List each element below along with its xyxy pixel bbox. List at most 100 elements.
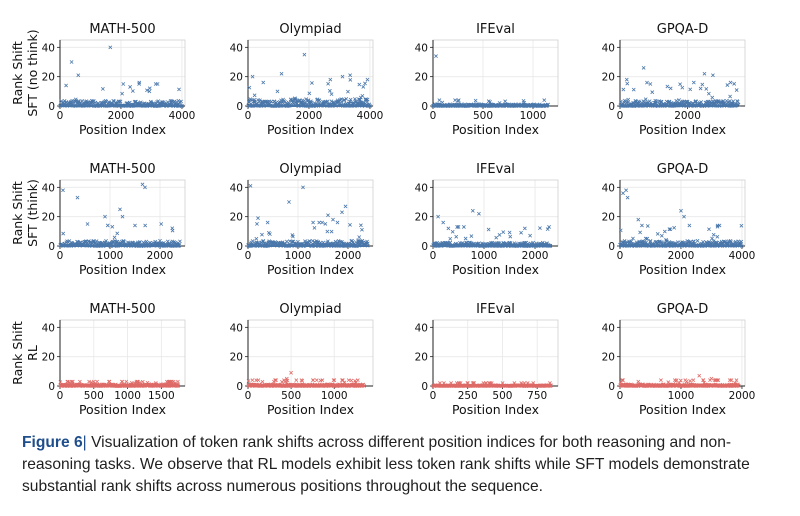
ytick-label: 40	[230, 182, 243, 194]
data-point	[682, 214, 686, 219]
data-point	[250, 104, 255, 108]
ytick-label: 40	[415, 182, 428, 194]
data-point	[620, 378, 624, 383]
data-point	[448, 240, 453, 245]
xtick-label: 1000	[114, 390, 141, 402]
data-point	[121, 239, 126, 243]
data-point	[631, 87, 636, 92]
ylabel-line1: Rank Shift	[10, 181, 25, 245]
data-point	[255, 222, 259, 226]
data-point	[297, 104, 301, 108]
xlabel: Position Index	[452, 402, 539, 417]
xtick-label: 2000	[522, 250, 549, 262]
xtick-label: 4000	[357, 110, 384, 122]
data-point	[320, 378, 325, 383]
plot-frame	[619, 179, 746, 247]
xtick-label: 500	[84, 390, 104, 402]
data-point	[360, 93, 365, 98]
panel-title: MATH-500	[89, 302, 155, 317]
data-point	[528, 233, 532, 238]
data-point	[645, 224, 650, 228]
data-point	[355, 378, 360, 383]
data-point	[348, 222, 352, 227]
data-point	[64, 83, 68, 88]
data-point	[115, 231, 120, 236]
data-point	[648, 82, 653, 86]
data-point	[672, 378, 677, 383]
data-point	[501, 230, 506, 234]
data-point	[715, 223, 720, 228]
ytick-label: 20	[415, 212, 428, 224]
data-point	[274, 378, 278, 383]
data-point	[302, 52, 307, 57]
data-point	[104, 239, 108, 243]
data-point	[103, 214, 107, 219]
points	[58, 182, 182, 248]
data-point	[668, 86, 673, 91]
xlabel: Position Index	[452, 122, 539, 137]
data-point	[497, 232, 502, 237]
data-point	[326, 81, 331, 86]
data-point	[252, 93, 257, 98]
data-point	[285, 239, 289, 244]
data-point	[365, 241, 370, 246]
data-point	[715, 224, 720, 229]
ytick-label: 40	[602, 322, 615, 334]
data-point	[734, 378, 739, 383]
panel-title: Olympiad	[279, 162, 341, 177]
plot-frame	[59, 179, 186, 247]
data-point	[721, 99, 726, 103]
data-point	[477, 211, 481, 216]
data-point	[108, 45, 113, 50]
data-point	[121, 82, 126, 86]
data-point	[109, 243, 113, 247]
data-point	[176, 379, 180, 384]
data-point	[168, 103, 172, 108]
ytick-label: 0	[48, 381, 55, 393]
plot-frame	[432, 179, 559, 247]
data-point	[95, 379, 99, 384]
data-point	[641, 65, 646, 70]
xtick-label: 0	[245, 390, 252, 402]
data-point	[320, 220, 324, 225]
panel-title: GPQA-D	[657, 22, 708, 37]
panel-title: GPQA-D	[657, 302, 708, 317]
data-point	[710, 95, 715, 100]
data-point	[547, 225, 551, 229]
data-point	[323, 221, 328, 226]
data-point	[317, 220, 322, 225]
xtick-label: 4000	[169, 110, 196, 122]
data-point	[655, 232, 660, 236]
data-point	[456, 98, 461, 103]
data-point	[494, 235, 499, 240]
ytick-label: 20	[602, 72, 615, 84]
row-ylabel-1: Rank Shift SFT (think)	[10, 179, 40, 247]
data-point	[629, 239, 634, 244]
data-point	[548, 244, 553, 248]
data-point	[317, 101, 321, 106]
data-point	[59, 99, 64, 104]
xtick-label: 250	[458, 390, 478, 402]
data-point	[155, 104, 160, 108]
data-point	[343, 204, 348, 209]
data-point	[715, 378, 720, 383]
figure-6-scatter-grid: Rank Shift SFT (no think) Rank Shift SFT (t…	[10, 22, 755, 417]
data-point	[621, 191, 625, 196]
data-point	[503, 99, 508, 104]
data-point	[700, 82, 705, 87]
data-point	[652, 103, 656, 108]
data-point	[438, 381, 442, 385]
ytick-label: 40	[415, 42, 428, 54]
data-point	[342, 97, 347, 102]
data-point	[289, 370, 293, 375]
data-point	[347, 99, 352, 104]
data-point	[135, 379, 140, 384]
row-ylabel-0: Rank Shift SFT (no think)	[10, 29, 40, 116]
data-point	[269, 99, 274, 104]
data-point	[327, 88, 332, 93]
data-point	[165, 100, 170, 104]
data-point	[662, 229, 667, 234]
data-point	[621, 87, 626, 92]
